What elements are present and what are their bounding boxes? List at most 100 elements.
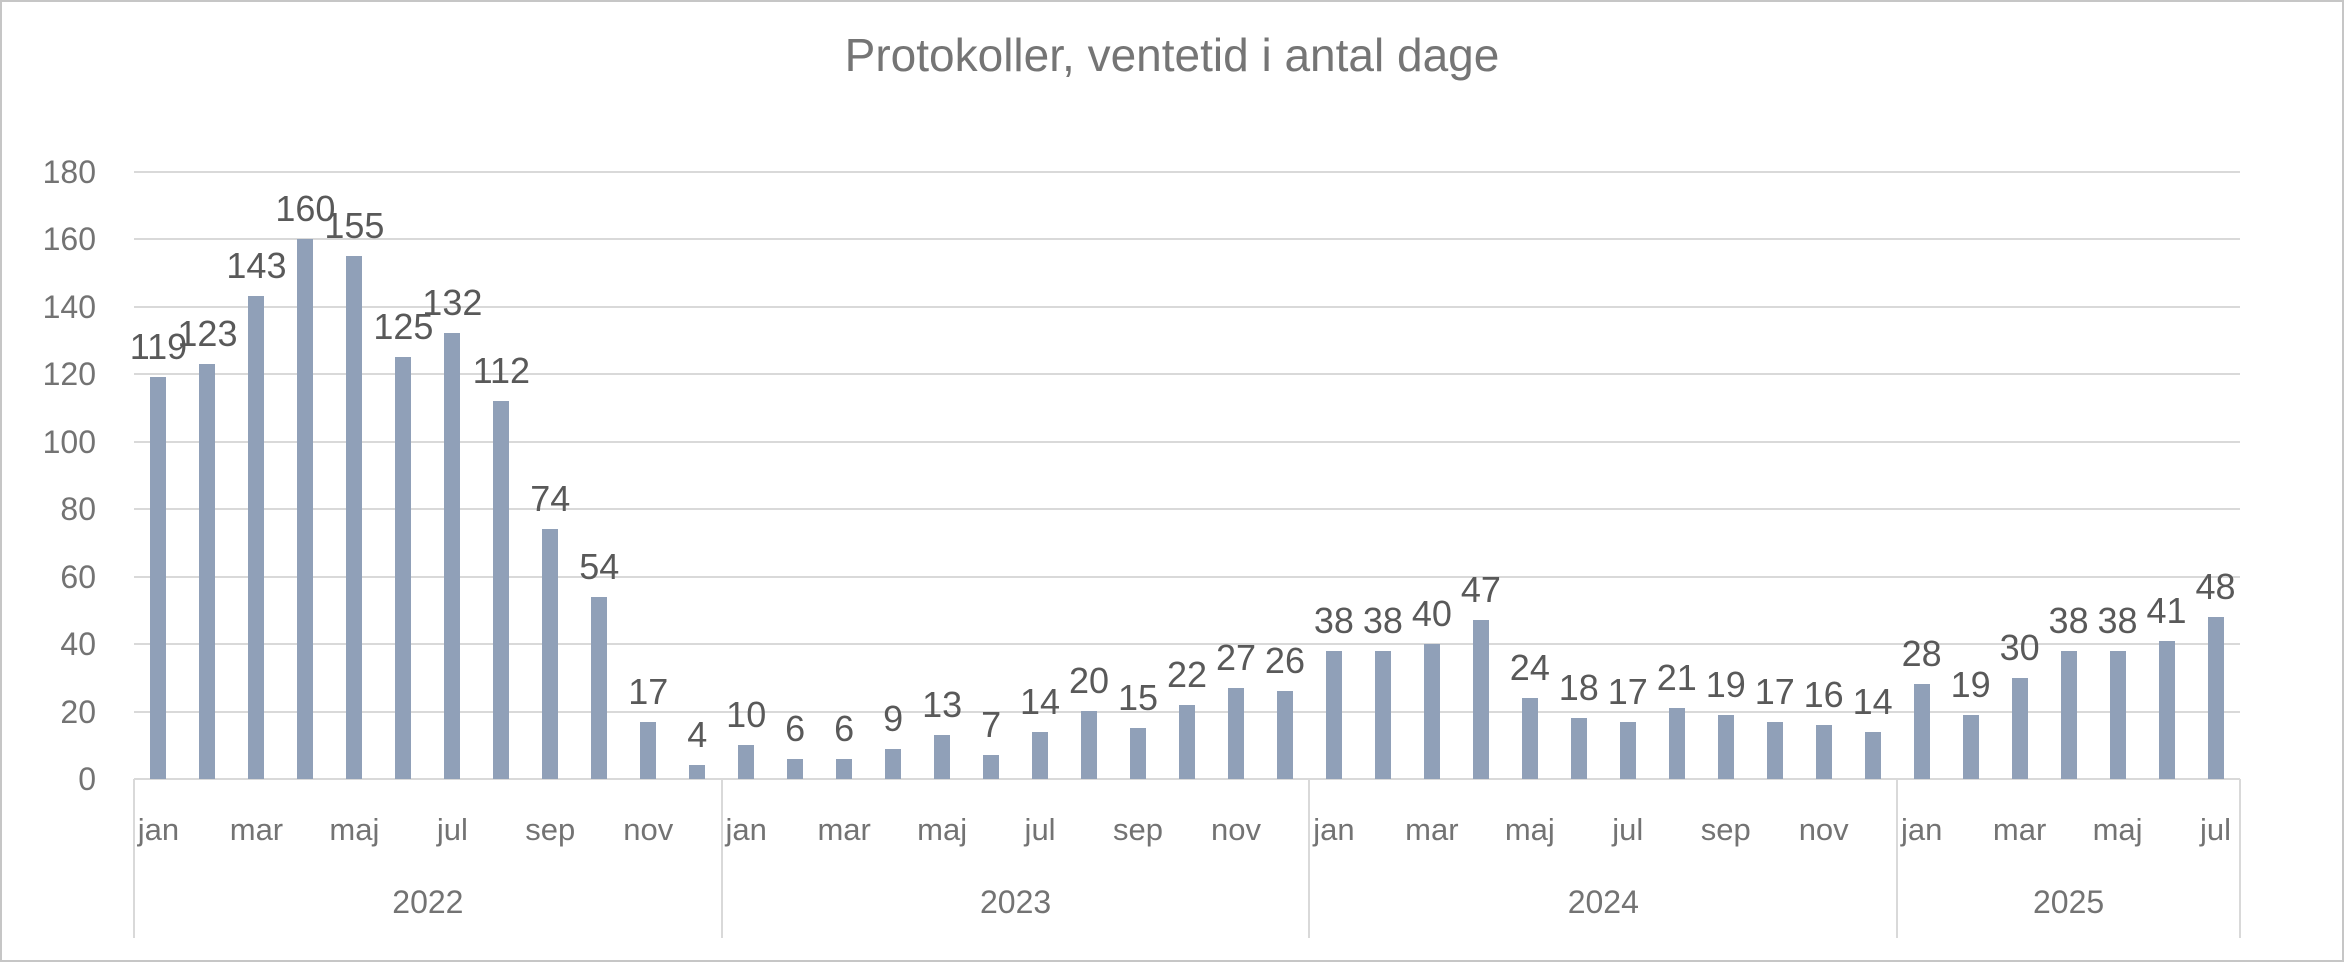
bar bbox=[346, 256, 362, 779]
gridline bbox=[134, 575, 2240, 578]
bar-value-label: 13 bbox=[922, 684, 963, 725]
y-axis-tick-label: 120 bbox=[42, 356, 96, 392]
bar-value-label: 18 bbox=[1558, 667, 1599, 708]
bar bbox=[787, 759, 803, 779]
gridline bbox=[134, 643, 2240, 645]
month-tick-label: nov bbox=[1210, 812, 1261, 847]
bar bbox=[1914, 684, 1930, 779]
bar-value-label: 132 bbox=[422, 282, 483, 323]
bar bbox=[738, 745, 754, 779]
bar-value-label: 14 bbox=[1852, 681, 1893, 722]
bar-value-label: 41 bbox=[2146, 590, 2187, 631]
bar-value-label: 143 bbox=[226, 245, 287, 286]
y-axis-tick-label: 180 bbox=[42, 153, 96, 190]
bar bbox=[199, 364, 215, 779]
bar bbox=[885, 749, 901, 779]
bar-value-label: 48 bbox=[2195, 566, 2236, 607]
bar bbox=[591, 597, 607, 779]
bar-value-label: 4 bbox=[687, 714, 708, 755]
month-tick-label: maj bbox=[2092, 812, 2143, 847]
bar-value-label: 15 bbox=[1117, 677, 1159, 718]
bar-value-label: 16 bbox=[1803, 674, 1844, 715]
bar bbox=[1277, 691, 1293, 779]
bar-value-label: 160 bbox=[275, 188, 336, 229]
bar bbox=[1228, 688, 1244, 779]
y-axis-tick-label: 100 bbox=[42, 423, 96, 460]
bar-value-label: 17 bbox=[1754, 671, 1795, 712]
year-separator bbox=[1308, 779, 1310, 938]
bar bbox=[1963, 715, 1979, 779]
bar bbox=[836, 759, 852, 779]
month-tick-label: maj bbox=[1504, 812, 1555, 847]
bar-value-label: 21 bbox=[1656, 657, 1697, 698]
bar-value-label: 125 bbox=[373, 306, 434, 347]
bar bbox=[1767, 722, 1783, 779]
bar bbox=[1865, 732, 1881, 779]
bar bbox=[1375, 651, 1391, 779]
bar bbox=[493, 401, 509, 779]
bar bbox=[150, 377, 166, 779]
bar bbox=[1571, 718, 1587, 779]
bar bbox=[934, 735, 950, 779]
bar bbox=[2208, 617, 2224, 779]
bar-value-label: 28 bbox=[1901, 633, 1942, 674]
y-axis-tick-label: 60 bbox=[60, 558, 96, 595]
bar bbox=[395, 357, 411, 779]
y-axis-tick-label: 80 bbox=[60, 491, 96, 527]
chart-title: Protokoller, ventetid i antal dage bbox=[844, 29, 1500, 81]
bar bbox=[2159, 641, 2175, 779]
bar bbox=[542, 529, 558, 779]
bar bbox=[444, 333, 460, 779]
bar-value-label: 17 bbox=[1607, 671, 1648, 712]
year-separator bbox=[721, 779, 723, 938]
bar-value-label: 7 bbox=[981, 704, 1002, 745]
bar bbox=[1522, 698, 1538, 779]
month-tick-label: jan bbox=[137, 812, 180, 847]
month-tick-label: jan bbox=[1900, 812, 1943, 847]
year-label: 2024 bbox=[1567, 884, 1639, 920]
bar-value-label: 9 bbox=[883, 698, 904, 739]
month-tick-label: maj bbox=[329, 812, 380, 847]
y-axis-tick-label: 160 bbox=[42, 221, 96, 257]
bar-value-label: 14 bbox=[1020, 681, 1061, 722]
bar-value-label: 38 bbox=[2048, 600, 2089, 641]
month-tick-label: sep bbox=[1113, 812, 1164, 847]
month-tick-label: jul bbox=[436, 812, 468, 847]
month-tick-label: mar bbox=[1992, 812, 2047, 847]
bar bbox=[1032, 732, 1048, 779]
bar bbox=[689, 765, 705, 779]
bar bbox=[2110, 651, 2126, 779]
bar bbox=[1816, 725, 1832, 779]
bar bbox=[1620, 722, 1636, 779]
bar bbox=[1130, 728, 1146, 779]
month-tick-label: mar bbox=[1405, 812, 1459, 847]
bar bbox=[1473, 620, 1489, 779]
bar-value-label: 26 bbox=[1264, 640, 1305, 681]
bar bbox=[2012, 678, 2028, 779]
year-label: 2023 bbox=[979, 884, 1052, 920]
bar bbox=[2061, 651, 2077, 779]
bar bbox=[1179, 705, 1195, 779]
y-axis-tick-label: 40 bbox=[60, 626, 96, 662]
bar-value-label: 22 bbox=[1166, 654, 1208, 695]
month-tick-label: sep bbox=[525, 812, 576, 847]
month-tick-label: nov bbox=[1798, 812, 1849, 847]
y-axis-tick-label: 140 bbox=[42, 288, 96, 325]
month-tick-label: jan bbox=[1313, 812, 1355, 847]
month-tick-label: sep bbox=[1700, 812, 1751, 847]
bar bbox=[1424, 644, 1440, 779]
bar bbox=[1326, 651, 1342, 779]
bar-value-label: 20 bbox=[1069, 660, 1110, 701]
month-tick-label: mar bbox=[229, 812, 284, 847]
y-axis-tick-label: 20 bbox=[60, 693, 96, 730]
bar-value-label: 24 bbox=[1509, 647, 1550, 688]
bar bbox=[1669, 708, 1685, 779]
gridline bbox=[134, 508, 2240, 510]
bar-value-label: 123 bbox=[177, 313, 238, 354]
bar-value-label: 38 bbox=[1313, 600, 1354, 641]
month-tick-label: jul bbox=[1024, 812, 1056, 847]
bar-value-label: 74 bbox=[530, 478, 571, 519]
month-tick-label: mar bbox=[817, 812, 871, 847]
bar-value-label: 38 bbox=[2097, 600, 2138, 641]
